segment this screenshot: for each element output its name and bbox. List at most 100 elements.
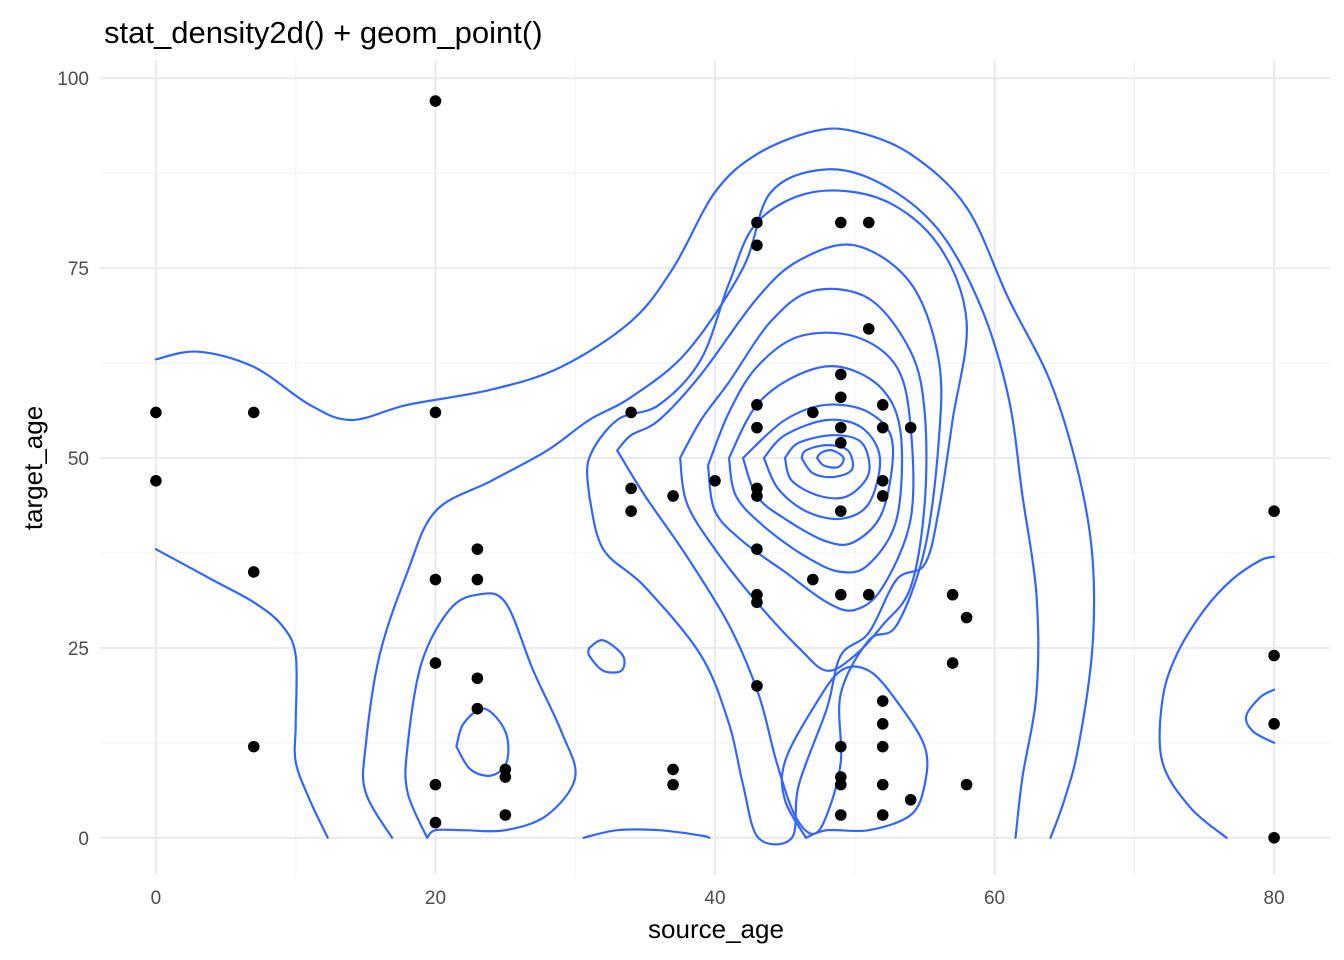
data-point-19 — [625, 482, 637, 495]
data-point-26 — [751, 239, 763, 252]
contour-line-5 — [404, 592, 577, 839]
data-point-38 — [834, 368, 847, 381]
data-point-16 — [499, 771, 512, 783]
data-point-58 — [876, 778, 889, 791]
data-point-49 — [862, 323, 875, 335]
data-point-64 — [960, 611, 973, 624]
data-point-53 — [876, 474, 889, 487]
data-point-7 — [429, 573, 442, 586]
data-point-11 — [471, 543, 484, 555]
contour-line-16 — [800, 444, 855, 479]
x-tick-label-1: 20 — [425, 888, 446, 909]
data-point-41 — [834, 437, 847, 449]
contour-line-3 — [582, 828, 711, 839]
data-point-57 — [876, 740, 889, 753]
data-point-6 — [429, 406, 442, 419]
data-point-10 — [429, 816, 442, 829]
density-contours — [154, 127, 1276, 846]
data-point-27 — [751, 399, 763, 411]
contour-line-1 — [154, 548, 329, 839]
contour-line-18 — [1158, 555, 1276, 839]
contour-line-6 — [455, 707, 510, 777]
data-point-65 — [960, 778, 973, 791]
data-point-28 — [751, 421, 763, 434]
data-point-4 — [247, 740, 260, 753]
y-tick-label-4: 100 — [57, 69, 89, 90]
scatter-points — [150, 95, 1280, 844]
x-tick-label-4: 80 — [1264, 888, 1285, 909]
data-point-46 — [834, 778, 847, 791]
contour-line-0 — [154, 127, 1096, 839]
x-axis-ticks: 0 20 40 60 80 — [151, 888, 1285, 909]
data-point-2 — [247, 406, 260, 419]
major-gridlines — [100, 60, 1330, 875]
contour-line-2 — [361, 168, 1040, 839]
data-point-51 — [876, 399, 889, 411]
data-point-54 — [876, 490, 889, 502]
x-tick-label-0: 0 — [151, 888, 162, 909]
contour-line-14 — [762, 418, 882, 521]
y-axis-ticks: 0 25 50 75 100 — [57, 69, 89, 850]
data-point-42 — [834, 505, 847, 517]
contour-line-8 — [780, 665, 929, 839]
data-point-33 — [751, 596, 763, 609]
x-tick-label-3: 60 — [984, 888, 1005, 909]
data-point-5 — [429, 95, 442, 107]
data-point-22 — [667, 763, 679, 776]
data-point-13 — [471, 672, 484, 685]
y-tick-label-0: 0 — [78, 829, 89, 850]
data-point-44 — [834, 740, 847, 753]
data-point-30 — [751, 490, 763, 502]
data-point-68 — [1268, 718, 1280, 730]
y-tick-label-2: 50 — [68, 449, 89, 470]
data-point-18 — [625, 406, 637, 419]
data-point-40 — [834, 421, 847, 434]
data-point-63 — [946, 657, 959, 669]
data-point-59 — [876, 809, 889, 821]
data-point-55 — [876, 695, 889, 707]
data-point-47 — [834, 809, 847, 821]
y-axis-title: target_age — [18, 406, 48, 530]
chart-title: stat_density2d() + geom_point() — [104, 15, 543, 50]
data-point-25 — [751, 216, 763, 229]
data-point-39 — [834, 391, 847, 404]
contour-line-4 — [587, 639, 626, 674]
data-point-35 — [807, 406, 819, 419]
data-point-21 — [667, 490, 679, 502]
contour-line-13 — [741, 403, 895, 546]
data-point-8 — [429, 657, 442, 669]
data-point-60 — [904, 421, 917, 434]
data-point-69 — [1268, 831, 1280, 844]
data-point-31 — [751, 543, 763, 555]
contour-line-15 — [783, 434, 871, 500]
data-point-66 — [1268, 505, 1280, 517]
x-tick-label-2: 40 — [704, 888, 725, 909]
data-point-20 — [625, 505, 637, 517]
data-point-23 — [667, 778, 679, 791]
data-point-17 — [499, 809, 512, 821]
data-point-34 — [751, 680, 763, 692]
data-point-61 — [904, 794, 917, 806]
data-point-12 — [471, 573, 484, 586]
contour-line-7 — [586, 189, 968, 846]
data-point-24 — [709, 474, 721, 487]
data-point-37 — [834, 216, 847, 229]
data-point-1 — [150, 474, 162, 487]
data-point-36 — [807, 573, 819, 586]
contour-line-19 — [1244, 688, 1276, 744]
data-point-67 — [1268, 649, 1280, 662]
data-point-50 — [862, 588, 875, 601]
data-point-9 — [429, 778, 442, 791]
contour-line-17 — [815, 449, 845, 469]
y-tick-label-3: 75 — [68, 259, 89, 280]
data-point-62 — [946, 588, 959, 601]
data-point-48 — [862, 216, 875, 229]
data-point-43 — [834, 588, 847, 601]
data-point-52 — [876, 421, 889, 434]
data-point-56 — [876, 718, 889, 730]
contour-line-12 — [727, 364, 904, 574]
data-point-14 — [471, 702, 484, 715]
y-tick-label-1: 25 — [68, 639, 89, 660]
x-axis-title: source_age — [648, 914, 784, 944]
